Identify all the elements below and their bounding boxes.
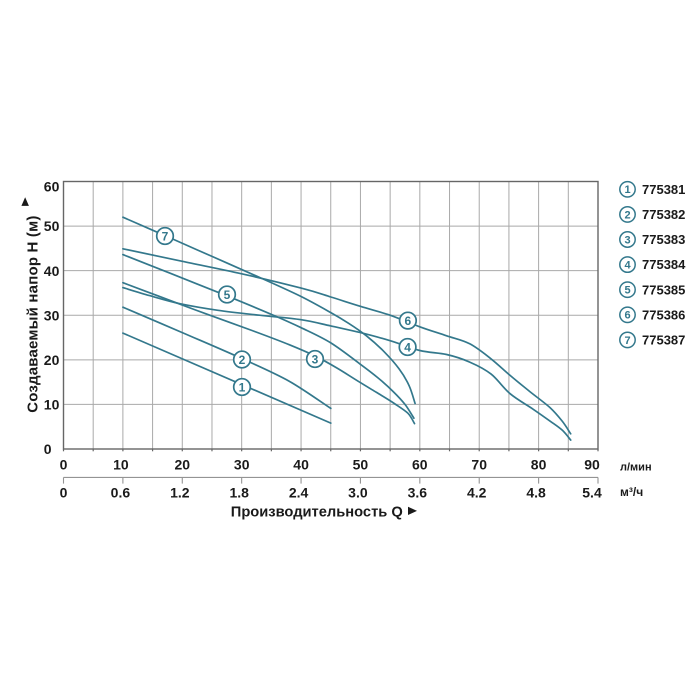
- svg-text:30: 30: [234, 457, 250, 473]
- svg-text:3: 3: [624, 234, 630, 246]
- svg-text:775383: 775383: [642, 232, 685, 247]
- svg-text:5: 5: [224, 288, 231, 302]
- svg-text:1.8: 1.8: [229, 485, 249, 501]
- svg-text:775386: 775386: [642, 307, 685, 322]
- svg-text:80: 80: [531, 457, 547, 473]
- svg-text:0: 0: [44, 441, 52, 457]
- svg-text:0.6: 0.6: [111, 485, 131, 501]
- svg-text:6: 6: [624, 310, 630, 322]
- svg-text:50: 50: [44, 218, 60, 234]
- svg-text:1: 1: [624, 184, 630, 196]
- svg-text:2: 2: [239, 353, 246, 367]
- svg-text:20: 20: [175, 457, 191, 473]
- svg-text:1: 1: [239, 380, 246, 394]
- svg-text:10: 10: [44, 397, 60, 413]
- svg-text:775387: 775387: [642, 333, 685, 348]
- svg-text:0: 0: [60, 485, 68, 501]
- svg-text:775385: 775385: [642, 282, 685, 297]
- svg-text:30: 30: [44, 307, 60, 323]
- svg-text:4.8: 4.8: [526, 485, 546, 501]
- svg-text:775384: 775384: [642, 257, 686, 272]
- svg-text:4: 4: [404, 340, 411, 354]
- svg-text:70: 70: [471, 457, 487, 473]
- svg-text:90: 90: [584, 457, 600, 473]
- svg-text:7: 7: [624, 335, 630, 347]
- svg-text:2: 2: [624, 209, 630, 221]
- svg-text:3.6: 3.6: [408, 485, 428, 501]
- svg-text:5.4: 5.4: [582, 485, 602, 501]
- svg-text:60: 60: [412, 457, 428, 473]
- svg-text:4.2: 4.2: [467, 485, 487, 501]
- svg-text:3.0: 3.0: [348, 485, 368, 501]
- svg-text:4: 4: [624, 260, 631, 272]
- svg-text:775382: 775382: [642, 207, 685, 222]
- svg-text:м³/ч: м³/ч: [620, 485, 643, 499]
- svg-text:40: 40: [293, 457, 309, 473]
- svg-text:50: 50: [353, 457, 369, 473]
- svg-text:60: 60: [44, 178, 60, 194]
- svg-text:6: 6: [405, 314, 412, 328]
- svg-text:Создаваемый напор Н (м): Создаваемый напор Н (м): [25, 215, 42, 412]
- svg-text:3: 3: [312, 352, 319, 366]
- svg-text:20: 20: [44, 352, 60, 368]
- svg-text:1.2: 1.2: [170, 485, 190, 501]
- svg-text:л/мин: л/мин: [620, 462, 652, 474]
- svg-text:0: 0: [60, 457, 68, 473]
- svg-text:775381: 775381: [642, 182, 685, 197]
- svg-text:40: 40: [44, 263, 60, 279]
- svg-text:7: 7: [162, 229, 169, 243]
- svg-text:2.4: 2.4: [289, 485, 309, 501]
- svg-text:Производительность Q: Производительность Q: [231, 505, 403, 521]
- svg-text:10: 10: [113, 457, 129, 473]
- svg-text:5: 5: [624, 285, 630, 297]
